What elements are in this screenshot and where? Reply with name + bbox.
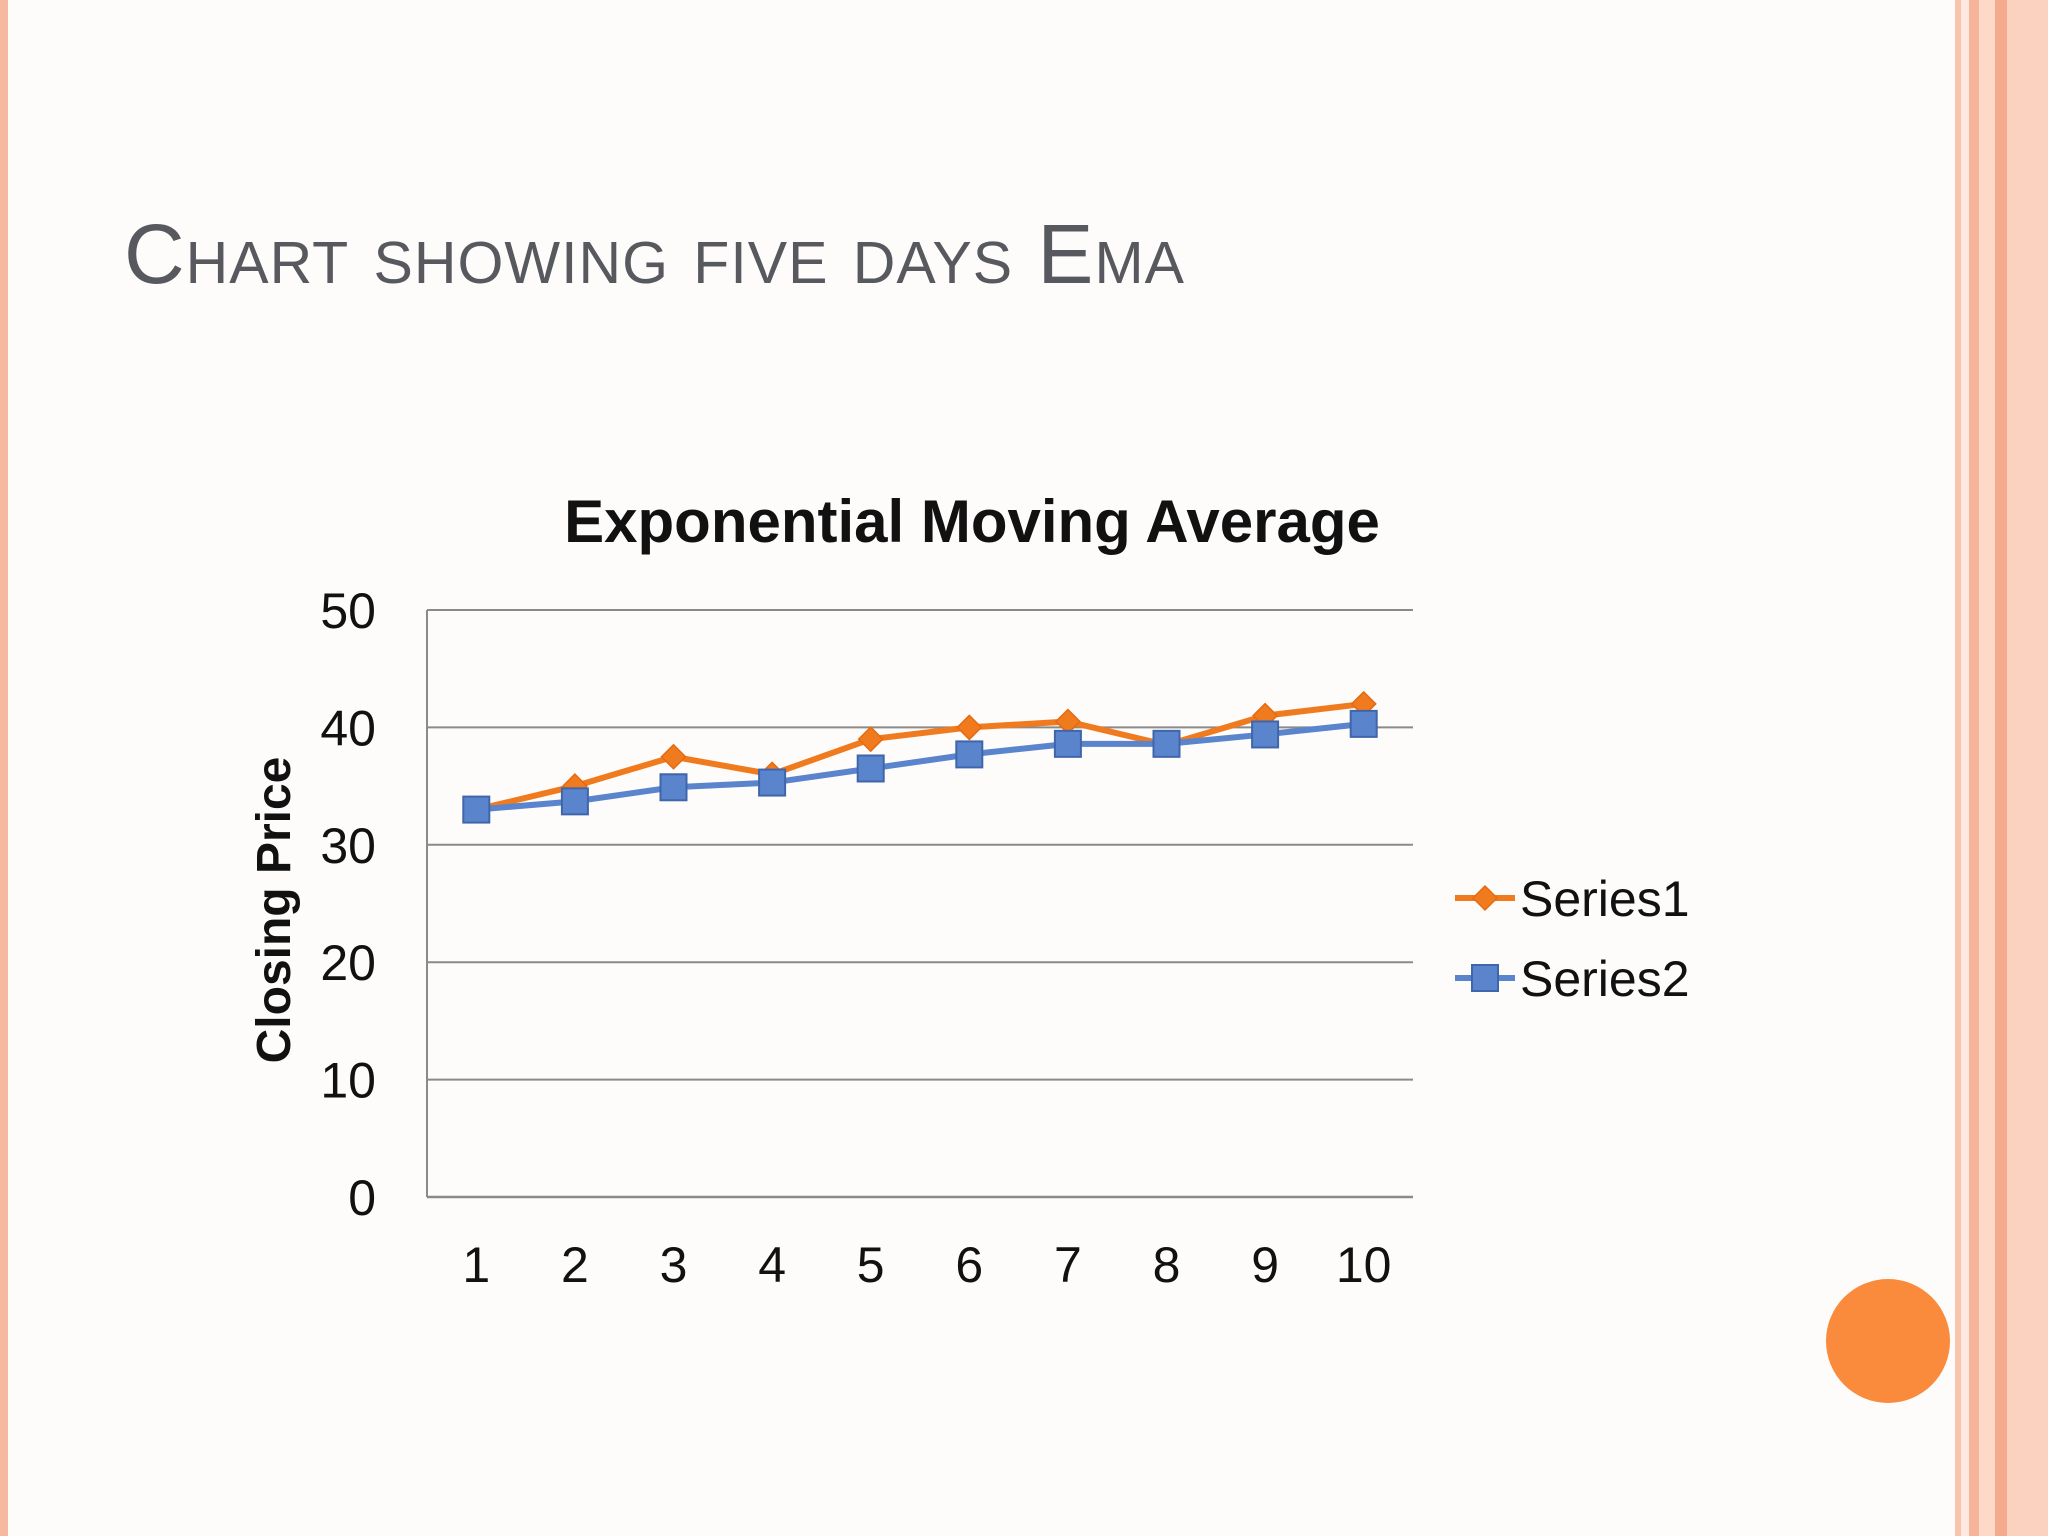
legend: Series1 Series2: [1455, 871, 1690, 1007]
y-tick-label: 50: [320, 583, 376, 639]
x-tick-label: 9: [1251, 1237, 1279, 1293]
data-point: [956, 714, 983, 741]
x-tick-label: 10: [1336, 1237, 1392, 1293]
x-tick-label: 7: [1054, 1237, 1082, 1293]
x-tick-label: 4: [758, 1237, 786, 1293]
data-point: [659, 773, 688, 802]
series-line: [476, 720, 1365, 813]
y-tick-label: 10: [320, 1053, 376, 1109]
data-point: [857, 726, 884, 753]
y-tick-label: 30: [320, 818, 376, 874]
legend-item: Series2: [1455, 951, 1690, 1007]
legend-item: Series1: [1455, 871, 1690, 927]
x-tick-label: 3: [660, 1237, 688, 1293]
data-point: [1152, 729, 1181, 758]
legend-label: Series1: [1520, 871, 1690, 927]
x-tick-label: 6: [955, 1237, 983, 1293]
grid-lines: [427, 609, 1413, 1081]
slide-border-left: [0, 0, 12, 1536]
y-tick-label: 20: [320, 935, 376, 991]
x-tick-label: 8: [1153, 1237, 1181, 1293]
data-point: [856, 754, 885, 783]
slide-border-right: [1955, 0, 2048, 1536]
y-tick-label: 0: [348, 1170, 376, 1226]
data-point: [660, 743, 687, 770]
legend-marker: [1471, 964, 1499, 992]
series-2: [462, 709, 1378, 824]
data-point: [1053, 729, 1082, 758]
data-point: [560, 787, 589, 816]
slide-title: Chart showing five days Ema: [124, 207, 1185, 301]
x-tick-labels: 1 2 3 4 5 6 7 8 9 10: [462, 1237, 1391, 1293]
data-point: [462, 795, 491, 824]
x-tick-label: 5: [857, 1237, 885, 1293]
legend-marker: [1471, 884, 1499, 912]
series-group: [462, 690, 1378, 824]
data-point: [955, 740, 984, 769]
series-1: [463, 690, 1377, 823]
decorative-circle: [1826, 1279, 1950, 1403]
legend-label: Series2: [1520, 951, 1690, 1007]
y-tick-labels: 0 10 20 30 40 50: [320, 583, 376, 1226]
chart-title: Exponential Moving Average: [564, 488, 1380, 555]
axes: [426, 610, 1413, 1199]
data-point: [758, 768, 787, 797]
data-point: [1251, 720, 1280, 749]
y-axis-label: Closing Price: [248, 757, 301, 1064]
y-tick-label: 40: [320, 700, 376, 756]
series-line: [475, 700, 1365, 813]
data-point: [1349, 709, 1378, 738]
x-tick-label: 1: [462, 1237, 490, 1293]
x-tick-label: 2: [561, 1237, 589, 1293]
